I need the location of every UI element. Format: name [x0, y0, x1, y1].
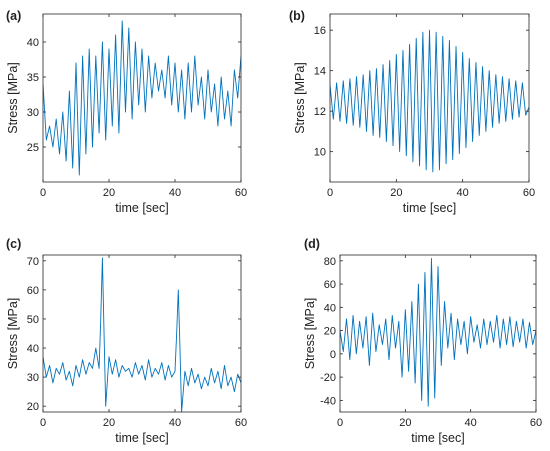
y-tick-label: 70: [27, 256, 39, 268]
y-tick-label: 60: [324, 279, 336, 291]
panel-label: (a): [6, 9, 21, 23]
x-tick-label: 0: [327, 187, 333, 199]
y-tick-label: 20: [324, 326, 336, 338]
chart-panel-4: (d) 0 20 40 60 -40 -20 0 20 40 60 80 time [sec] Stres…: [303, 237, 542, 445]
y-tick-label: 30: [27, 107, 39, 119]
x-tick-label: 40: [457, 187, 469, 199]
x-tick-label: 60: [530, 417, 542, 429]
x-axis-label: time [sec]: [411, 431, 465, 445]
series-line: [330, 29, 529, 173]
series-line: [43, 257, 241, 412]
x-axis-label: time [sec]: [115, 201, 169, 215]
y-tick-label: 35: [27, 72, 39, 84]
y-axis-label: Stress [MPa]: [293, 62, 307, 134]
plot-frame: [329, 13, 530, 183]
x-tick-label: 20: [103, 417, 115, 429]
x-tick-label: 0: [337, 417, 343, 429]
chart-panel-2: (b) 0 20 40 60 10 12 14 16 time [sec] Stress [MPa]: [289, 9, 535, 215]
y-axis-label: Stress [MPa]: [303, 298, 317, 370]
y-axis-label: Stress [MPa]: [6, 298, 20, 370]
x-tick-label: 60: [235, 187, 247, 199]
y-tick-label: 40: [27, 343, 39, 355]
y-tick-label: 80: [324, 256, 336, 268]
y-tick-label: 40: [324, 302, 336, 314]
x-tick-label: 0: [40, 417, 46, 429]
x-axis-label: time [sec]: [115, 431, 169, 445]
y-tick-label: -20: [320, 372, 336, 384]
y-tick-label: -40: [320, 395, 336, 407]
y-tick-label: 12: [314, 106, 326, 118]
series-line: [340, 258, 536, 407]
y-tick-label: 10: [314, 147, 326, 159]
x-axis-label: time [sec]: [403, 201, 457, 215]
x-tick-label: 40: [169, 187, 181, 199]
x-tick-label: 20: [399, 417, 411, 429]
plot-frame: [42, 254, 242, 413]
x-tick-label: 60: [235, 417, 247, 429]
x-tick-label: 60: [523, 187, 535, 199]
panel-label: (b): [289, 9, 305, 23]
x-tick-label: 20: [390, 187, 402, 199]
y-tick-label: 50: [27, 314, 39, 326]
x-tick-label: 20: [103, 187, 115, 199]
y-tick-label: 30: [27, 372, 39, 384]
y-axis-label: Stress [MPa]: [6, 62, 20, 134]
x-tick-label: 40: [169, 417, 181, 429]
y-tick-label: 0: [330, 349, 336, 361]
panel-label: (c): [6, 237, 21, 251]
x-tick-label: 0: [40, 187, 46, 199]
y-tick-label: 60: [27, 285, 39, 297]
y-tick-label: 20: [27, 401, 39, 413]
y-tick-label: 40: [27, 37, 39, 49]
series-line: [43, 20, 241, 176]
x-tick-label: 40: [465, 417, 477, 429]
plot-frame: [42, 13, 242, 183]
y-tick-label: 14: [314, 66, 326, 78]
y-tick-label: 16: [314, 25, 326, 37]
plot-frame: [339, 254, 537, 413]
panel-label: (d): [304, 237, 320, 251]
y-tick-label: 25: [27, 142, 39, 154]
